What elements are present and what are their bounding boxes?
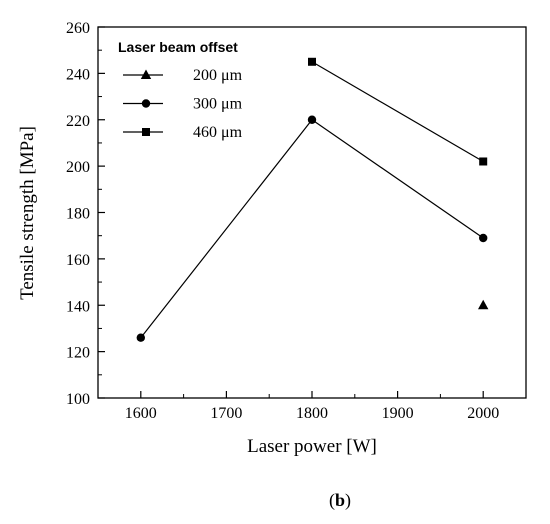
x-tick-label: 1600 — [125, 405, 157, 422]
caption-close-paren: ) — [345, 490, 351, 511]
x-axis-title: Laser power [W] — [247, 436, 377, 457]
legend-marker-triangle — [140, 69, 152, 79]
y-tick-label: 120 — [66, 345, 90, 362]
legend-label: 200 μm — [193, 67, 243, 84]
legend: Laser beam offset 200 μm 300 μm 460 μm — [118, 39, 243, 141]
legend-title: Laser beam offset — [118, 39, 238, 55]
y-tick-label: 180 — [66, 206, 90, 223]
series-line-circle — [140, 118, 484, 339]
y-tick-label: 260 — [66, 20, 90, 37]
y-tick-label: 100 — [66, 391, 90, 408]
legend-label: 300 μm — [193, 96, 243, 113]
x-tick-label: 2000 — [467, 405, 499, 422]
y-tick-label: 240 — [66, 66, 90, 83]
caption-letter: b — [335, 490, 345, 510]
legend-label: 460 μm — [193, 124, 243, 141]
series-markers — [136, 57, 489, 342]
data-point-circle — [479, 233, 488, 243]
x-tick-label: 1900 — [382, 405, 414, 422]
y-tick-label: 220 — [66, 113, 90, 130]
data-point-square — [479, 157, 488, 166]
caption-open-paren: ( — [329, 490, 335, 511]
legend-marker-circle — [141, 99, 151, 108]
legend-marker-square — [142, 128, 150, 136]
x-tick-label: 1700 — [210, 405, 242, 422]
data-point-square — [308, 57, 316, 66]
y-tick-label: 140 — [66, 298, 90, 315]
data-point-triangle — [478, 299, 489, 310]
y-tick-label: 160 — [66, 252, 90, 269]
data-point-circle — [307, 115, 317, 124]
plot-frame — [97, 26, 527, 399]
series-line-square — [311, 61, 484, 163]
y-tick-label: 200 — [66, 159, 90, 176]
figure-caption: (b) — [329, 490, 351, 511]
data-point-circle — [136, 333, 145, 342]
x-tick-label: 1800 — [296, 405, 328, 422]
axes: 100 120 140 160 180 200 220 240 260 1600 1700 1800 1… — [66, 20, 527, 422]
y-axis-title: Tensile strength [MPa] — [17, 126, 38, 300]
